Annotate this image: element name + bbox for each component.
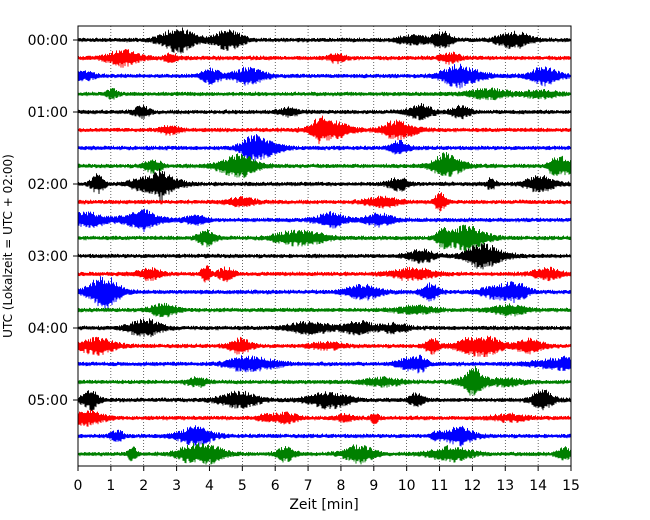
trace-line (77, 27, 572, 54)
x-axis: 0 1 2 3 4 5 6 7 8 9 10 11 12 13 14 15 (74, 466, 580, 494)
x-tick-label: 15 (562, 478, 580, 494)
trace-line (77, 442, 572, 465)
x-tick-label: 11 (431, 478, 449, 494)
x-tick-label: 13 (496, 478, 514, 494)
x-tick-label: 7 (304, 478, 313, 494)
x-tick-label: 6 (271, 478, 280, 494)
plot-frame (77, 25, 572, 467)
trace-line (77, 151, 572, 179)
trace-line (77, 276, 572, 310)
x-axis-label: Zeit [min] (289, 497, 358, 513)
trace-line (77, 365, 572, 396)
trace-line (77, 335, 572, 357)
trace-line (77, 87, 572, 101)
x-tick-label: 12 (463, 478, 481, 494)
y-axis: 00:00 01:00 02:00 03:00 04:00 05:00 (28, 33, 78, 409)
trace-line (77, 133, 572, 162)
x-tick-label: 8 (336, 478, 345, 494)
x-tick-label: 2 (139, 478, 148, 494)
trace-line (77, 265, 572, 283)
trace-line (77, 425, 572, 447)
x-tick-label: 3 (172, 478, 181, 494)
trace-line (77, 103, 572, 121)
x-tick-label: 14 (529, 478, 547, 494)
y-axis-label: UTC (Lokalzeit = UTC + 02:00) (1, 154, 15, 338)
trace-line (77, 318, 572, 338)
y-tick-label: 04:00 (28, 321, 68, 337)
y-tick-label: 03:00 (28, 249, 68, 265)
y-tick-label: 02:00 (28, 177, 68, 193)
trace-line (77, 192, 572, 212)
x-tick-label: 1 (106, 478, 115, 494)
x-tick-label: 5 (238, 478, 247, 494)
x-tick-label: 9 (369, 478, 378, 494)
grid-lines (110, 26, 539, 466)
trace-line (77, 63, 572, 89)
trace-line (77, 49, 572, 68)
seismic-traces (77, 27, 572, 465)
trace-line (77, 389, 572, 412)
x-tick-label: 10 (398, 478, 416, 494)
trace-line (77, 168, 572, 202)
trace-line (77, 302, 572, 318)
trace-line (77, 243, 572, 270)
x-tick-label: 4 (205, 478, 214, 494)
x-tick-label: 0 (74, 478, 83, 494)
trace-line (77, 224, 572, 253)
y-tick-label: 05:00 (28, 393, 68, 409)
trace-line (77, 354, 572, 374)
y-tick-label: 00:00 (28, 33, 68, 49)
trace-line (77, 115, 572, 145)
trace-line (77, 409, 572, 427)
trace-line (77, 208, 572, 233)
y-tick-label: 01:00 (28, 105, 68, 121)
